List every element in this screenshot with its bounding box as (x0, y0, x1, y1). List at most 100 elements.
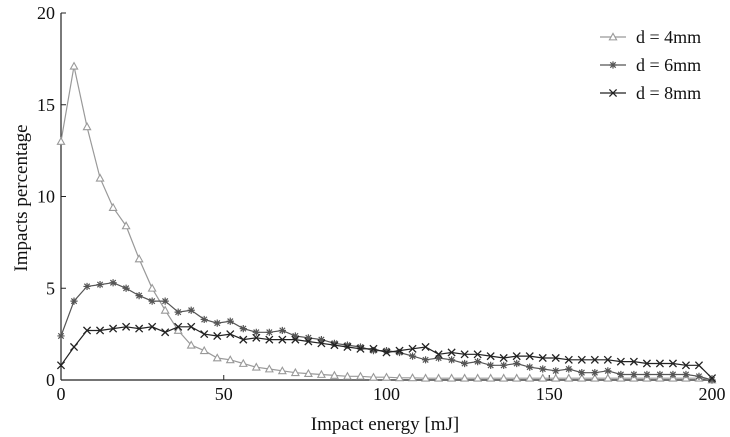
data-point (69, 342, 79, 352)
data-point (109, 324, 118, 333)
data-point (708, 376, 716, 384)
data-point (591, 369, 599, 377)
data-point (381, 372, 392, 381)
data-point (500, 361, 508, 369)
data-point (135, 291, 143, 300)
data-point (564, 373, 574, 382)
data-point (512, 352, 521, 361)
legend-label: d = 8mm (636, 83, 701, 103)
data-point (539, 365, 547, 373)
data-point (187, 322, 196, 331)
data-point (278, 335, 287, 344)
data-point (265, 328, 273, 336)
data-point (161, 297, 169, 305)
data-point (83, 282, 91, 291)
x-tick-label: 0 (57, 384, 66, 404)
data-point (290, 367, 300, 377)
data-point (603, 373, 613, 382)
data-point (461, 359, 469, 368)
data-point (421, 373, 431, 382)
data-point (56, 136, 66, 145)
data-point (473, 350, 482, 359)
data-point (199, 345, 209, 355)
data-point (57, 332, 65, 340)
data-point (616, 357, 625, 366)
data-point (148, 297, 156, 305)
data-point (668, 359, 677, 368)
data-point (238, 358, 248, 367)
data-point (513, 359, 521, 368)
series-2 (57, 279, 716, 384)
data-point (200, 330, 209, 339)
data-point (265, 335, 274, 344)
data-point (669, 370, 677, 379)
data-point (356, 343, 365, 351)
data-point (108, 202, 118, 211)
legend-item: d = 4mm (600, 27, 701, 47)
y-axis-ticks: 0 5 10 15 20 (37, 3, 66, 390)
data-point (421, 356, 430, 364)
data-point (251, 362, 261, 371)
data-point (317, 339, 326, 348)
data-point (121, 221, 131, 230)
data-point (682, 370, 690, 379)
data-point (434, 354, 443, 362)
data-point (303, 368, 313, 378)
data-point (486, 352, 495, 361)
data-point (395, 348, 404, 357)
data-point (487, 361, 495, 369)
data-point (408, 373, 418, 382)
data-point (552, 367, 560, 375)
data-point (525, 352, 534, 361)
data-point (174, 308, 182, 316)
x-tick-label: 200 (699, 384, 726, 404)
legend-marker (608, 88, 618, 98)
data-point (291, 332, 299, 340)
data-point (538, 353, 547, 363)
data-point (343, 342, 352, 352)
data-point (96, 326, 105, 335)
data-point (656, 370, 664, 379)
data-point (278, 326, 286, 335)
data-point (382, 348, 391, 357)
data-point (525, 373, 535, 382)
data-point (707, 374, 717, 383)
data-point (200, 315, 208, 324)
legend-label: d = 4mm (636, 27, 701, 47)
y-tick-label: 0 (46, 370, 55, 390)
data-point (643, 370, 651, 379)
data-point (212, 353, 222, 362)
data-point (330, 341, 339, 350)
data-point (226, 317, 234, 325)
data-point (239, 335, 248, 344)
data-point (122, 284, 130, 292)
data-point (213, 331, 222, 341)
data-point (460, 373, 470, 382)
data-point (603, 355, 612, 364)
series-line (60, 282, 713, 381)
data-point (655, 359, 664, 368)
data-point (56, 361, 66, 370)
data-point (186, 340, 196, 349)
y-tick-label: 5 (46, 278, 55, 298)
data-point (96, 280, 104, 289)
data-point (460, 350, 469, 359)
data-point (82, 122, 92, 131)
data-point (291, 335, 300, 344)
data-point (109, 279, 117, 287)
data-point (629, 357, 638, 366)
data-point (421, 342, 430, 352)
y-tick-label: 15 (37, 95, 55, 115)
data-point (499, 373, 509, 382)
legend-marker (609, 61, 617, 69)
data-point (342, 371, 352, 380)
data-point (473, 373, 483, 382)
data-point (447, 348, 456, 357)
x-tick-label: 100 (373, 384, 400, 404)
data-point (316, 369, 326, 378)
data-point (577, 373, 587, 382)
data-point (681, 361, 691, 370)
data-point (551, 373, 561, 382)
legend-marker (608, 32, 618, 41)
